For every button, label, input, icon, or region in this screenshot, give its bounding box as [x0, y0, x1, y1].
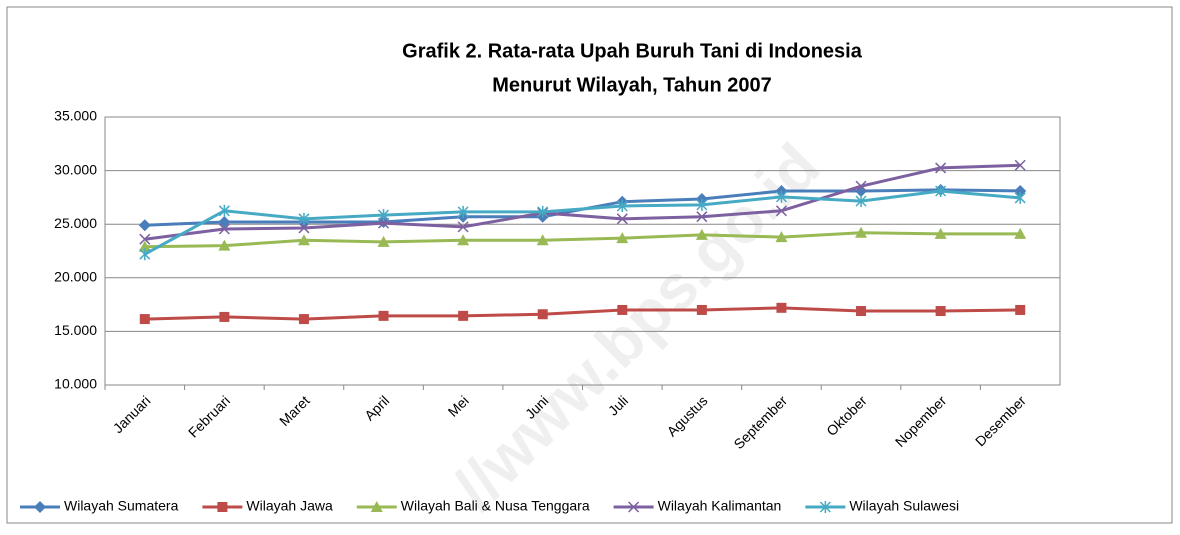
marker — [537, 309, 548, 320]
marker — [696, 304, 707, 315]
marker — [775, 205, 787, 217]
marker — [218, 239, 231, 251]
marker — [616, 199, 628, 212]
marker — [457, 221, 469, 233]
marker — [776, 302, 787, 313]
marker — [138, 219, 151, 232]
marker — [855, 180, 867, 192]
marker — [775, 190, 787, 203]
marker — [1014, 191, 1026, 204]
chart-title: Menurut Wilayah, Tahun 2007 — [492, 74, 772, 96]
y-tick-label: 30.000 — [54, 161, 97, 177]
chart-title: Grafik 2. Rata-rata Upah Buruh Tani di I… — [402, 40, 863, 62]
marker — [298, 222, 310, 234]
marker — [934, 227, 947, 239]
marker — [138, 240, 151, 252]
y-tick-label: 20.000 — [54, 269, 97, 285]
marker — [696, 198, 708, 211]
marker — [457, 234, 470, 246]
marker — [819, 501, 831, 513]
series-line — [144, 189, 1021, 256]
marker — [855, 226, 868, 238]
legend-label: Wilayah Sumatera — [64, 498, 179, 514]
marker — [935, 162, 947, 174]
marker — [139, 314, 150, 325]
marker — [617, 304, 628, 315]
marker — [458, 310, 469, 321]
y-tick-label: 25.000 — [54, 215, 97, 231]
marker — [378, 310, 389, 321]
marker — [935, 184, 947, 197]
marker — [775, 231, 788, 243]
marker — [377, 235, 390, 247]
marker — [935, 306, 946, 317]
marker — [298, 212, 310, 225]
marker — [856, 306, 867, 317]
marker — [616, 232, 629, 244]
y-tick-label: 15.000 — [54, 322, 97, 338]
marker — [695, 228, 708, 240]
legend-label: Wilayah Sulawesi — [849, 498, 959, 514]
chart-border — [6, 6, 1173, 524]
legend-label: Wilayah Kalimantan — [658, 498, 782, 514]
marker — [536, 234, 549, 246]
marker — [34, 501, 46, 513]
marker — [855, 195, 867, 208]
marker — [696, 211, 708, 223]
marker — [219, 311, 230, 322]
marker — [297, 234, 310, 246]
marker — [139, 233, 151, 245]
marker — [457, 205, 469, 218]
marker — [378, 209, 390, 222]
marker — [628, 501, 640, 513]
marker — [370, 501, 383, 512]
legend-label: Wilayah Bali & Nusa Tenggara — [401, 498, 590, 514]
marker — [217, 502, 228, 512]
marker — [537, 205, 549, 218]
marker — [616, 213, 628, 225]
marker — [1014, 227, 1027, 239]
y-tick-label: 10.000 — [54, 376, 97, 392]
marker — [298, 314, 309, 325]
legend-label: Wilayah Jawa — [246, 498, 333, 514]
y-tick-label: 35.000 — [54, 108, 97, 124]
series-line — [144, 163, 1021, 241]
marker — [378, 217, 390, 229]
series-line — [144, 306, 1021, 321]
marker — [1015, 304, 1026, 315]
marker — [218, 223, 230, 235]
marker — [218, 204, 230, 217]
marker — [139, 248, 151, 261]
marker — [1014, 159, 1026, 171]
series-line — [144, 231, 1021, 249]
